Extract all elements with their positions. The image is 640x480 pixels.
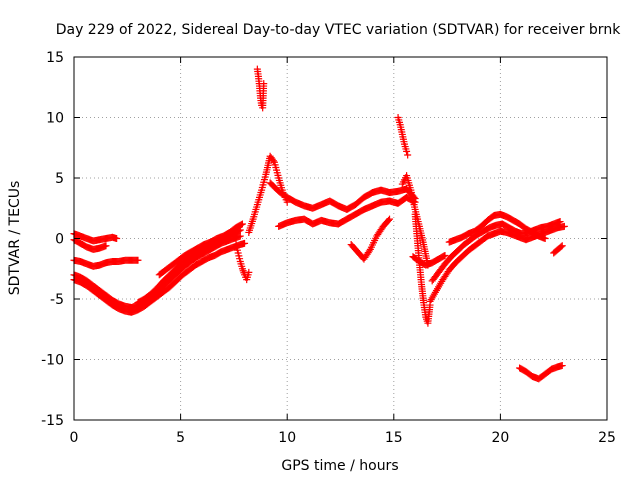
series-trace-t xyxy=(550,242,566,257)
y-tick-label: -15 xyxy=(41,413,64,429)
plot-frame xyxy=(73,56,608,421)
data-point xyxy=(102,242,110,250)
y-axis-label: SDTVAR / TECUs xyxy=(7,181,23,296)
data-point xyxy=(440,252,448,260)
series-trace-i xyxy=(245,152,291,236)
data-point xyxy=(384,216,392,224)
data-point xyxy=(113,235,121,242)
data-point xyxy=(403,147,411,155)
data-point xyxy=(237,221,245,229)
x-tick-label: 10 xyxy=(278,430,296,446)
data-point xyxy=(365,247,373,255)
data-point xyxy=(386,215,394,223)
data-point xyxy=(260,80,268,88)
series-trace-g xyxy=(70,236,110,253)
series-trace-d xyxy=(155,220,246,279)
y-tick-label: 5 xyxy=(55,171,64,187)
x-axis-label: GPS time / hours xyxy=(281,458,398,474)
tick-labels: 0 5 10 15 20 25 -15 -10 -5 0 5 10 15 xyxy=(41,50,616,446)
series-trace-h xyxy=(232,241,253,284)
y-tick-label: -5 xyxy=(50,292,64,308)
series-trace-l xyxy=(347,215,394,263)
series-trace-v xyxy=(394,114,412,159)
data-point xyxy=(558,242,566,250)
y-tick-label: -10 xyxy=(41,353,64,369)
series-trace-s xyxy=(516,362,566,383)
data-point xyxy=(245,268,253,276)
data-point xyxy=(238,220,246,228)
data-point xyxy=(541,235,549,242)
x-tick-label: 20 xyxy=(491,430,509,446)
series-trace-r xyxy=(445,210,549,246)
y-tick-label: 15 xyxy=(46,50,64,66)
series-trace-o xyxy=(409,251,449,269)
data-point xyxy=(441,251,449,259)
series-trace-q xyxy=(428,218,564,285)
chart-title: Day 229 of 2022, Sidereal Day-to-day VTE… xyxy=(56,22,621,38)
y-tick-label: 10 xyxy=(46,111,64,127)
data-point xyxy=(241,239,249,247)
data-point xyxy=(558,362,566,370)
data-markers xyxy=(70,65,568,383)
x-tick-label: 0 xyxy=(70,430,79,446)
data-point xyxy=(236,232,244,240)
y-tick-label: 0 xyxy=(55,232,64,248)
series-trace-u xyxy=(253,65,268,112)
data-point xyxy=(404,151,412,159)
data-point xyxy=(557,243,565,251)
x-tick-label: 5 xyxy=(176,430,185,446)
data-point xyxy=(560,222,568,230)
x-tick-label: 15 xyxy=(385,430,403,446)
x-tick-label: 25 xyxy=(598,430,616,446)
data-point xyxy=(269,157,277,165)
data-point xyxy=(556,218,564,226)
data-point xyxy=(134,256,142,264)
